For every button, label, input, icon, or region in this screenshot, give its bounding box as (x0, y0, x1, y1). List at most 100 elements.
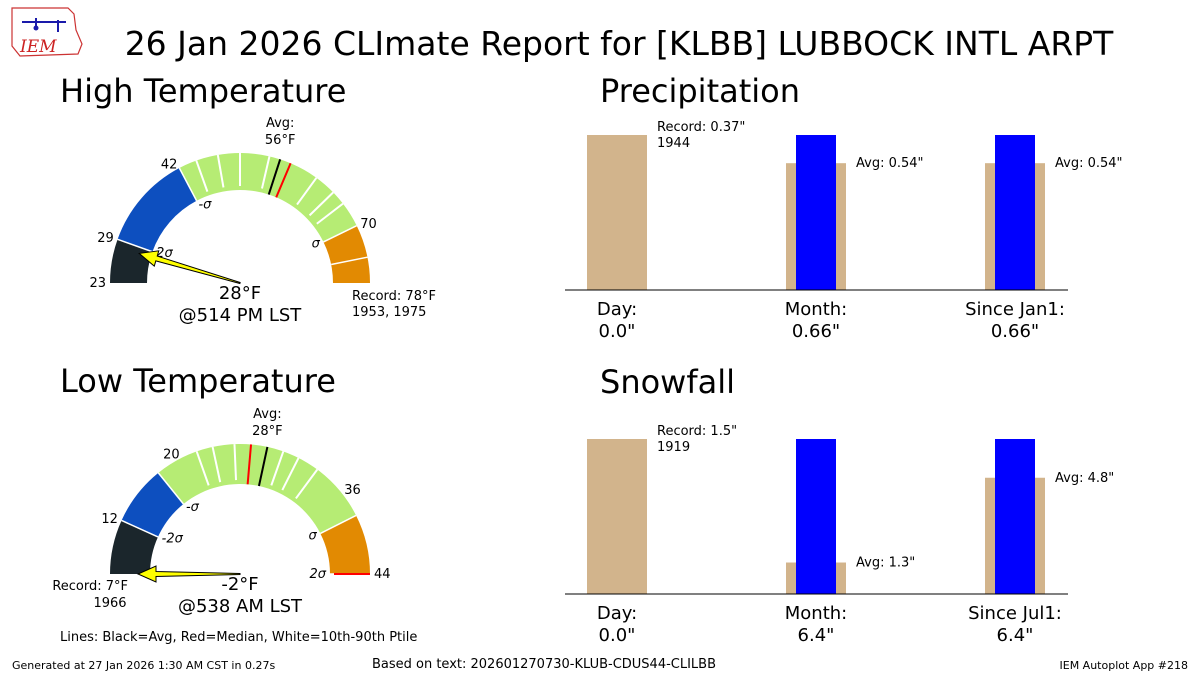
percentile-line (308, 191, 334, 217)
percentile-line (216, 154, 225, 188)
record-bar-year: 1944 (657, 136, 690, 151)
bar-value-label: 0.0" (599, 321, 636, 342)
sigma-boundary-line (330, 256, 368, 266)
sigma-label: -2σ (162, 532, 184, 547)
low-temp-gauge: 12 20 36 44 -2σ -σ σ 2σ Avg: 28°F -2°F@538 AM LST R… (52, 407, 390, 617)
bar-value-label: 6.4" (798, 625, 835, 646)
observed-bar (995, 135, 1035, 290)
iem-logo: IEM (11, 7, 83, 57)
below-sigma-band (117, 168, 197, 252)
observation-time: @514 PM LST (179, 305, 303, 326)
bar-category-label: Since Jan1: (965, 299, 1065, 320)
sigma-label: -σ (186, 500, 200, 515)
median-line (275, 162, 292, 198)
gauge-tick-label: 42 (161, 157, 178, 172)
percentile-line (316, 202, 344, 225)
high-temp-title: High Temperature (60, 72, 346, 110)
low-temp-title: Low Temperature (60, 362, 336, 400)
gauge-tick-label: 23 (89, 276, 106, 291)
below-2sigma-band (110, 520, 158, 574)
percentile-line (281, 457, 300, 491)
bar-value-label: 0.0" (599, 625, 636, 646)
percentile-line (195, 451, 210, 486)
bar-category-label: Month: (785, 603, 847, 624)
observed-value: -2°F (221, 574, 258, 595)
gauge-tick-label: 44 (374, 567, 391, 582)
app-footer: IEM Autoplot App #218 (1060, 659, 1189, 672)
percentile-line (296, 177, 318, 206)
above-sigma-band (320, 515, 370, 574)
logo-text: IEM (19, 37, 57, 57)
record-years: 1953, 1975 (352, 305, 426, 320)
record-label: Record: 7°F (52, 579, 128, 594)
observed-bar (796, 135, 836, 290)
snowfall-title: Snowfall (600, 363, 735, 401)
bar-value-label: 0.66" (792, 321, 840, 342)
average-bar-label: Avg: 0.54" (1055, 156, 1123, 171)
avg-value-label: 56°F (265, 133, 296, 148)
average-bar-label: Avg: 0.54" (856, 156, 924, 171)
based-on-footer: Based on text: 202601270730-KLUB-CDUS44-… (372, 657, 716, 672)
observed-pointer (136, 565, 241, 583)
percentile-line (260, 156, 271, 189)
above-sigma-band (323, 225, 370, 283)
avg-caption: Avg: (266, 116, 294, 131)
precip-bar-chart: Record: 0.37"1944 Day:0.0" Avg: 0.54" Month… (565, 120, 1123, 342)
bar-category-label: Since Jul1: (968, 603, 1062, 624)
gauge-tick-label: 70 (360, 217, 377, 232)
observed-bar (995, 439, 1035, 594)
avg-line (267, 159, 282, 195)
percentile-line (211, 446, 222, 483)
sigma-boundary-line (323, 224, 357, 243)
record-bar-year: 1919 (657, 440, 690, 455)
percentile-line (295, 468, 319, 500)
snowfall-bar-chart: Record: 1.5"1919 Day:0.0" Avg: 1.3" Month:6… (565, 424, 1114, 646)
observed-pointer (138, 250, 241, 285)
gauge-tick-label: 20 (163, 447, 180, 462)
average-bar-label: Avg: 4.8" (1055, 471, 1114, 486)
sigma-label: 2σ (309, 567, 326, 582)
gauge-tick-label: 36 (344, 483, 361, 498)
below-2sigma-band (110, 239, 153, 283)
record-bar (587, 135, 647, 290)
record-years: 1966 (93, 596, 126, 611)
sigma-boundary-line (117, 238, 153, 253)
record-bar (587, 439, 647, 594)
normal-band (179, 152, 357, 242)
precip-title: Precipitation (600, 72, 800, 110)
observation-time: @538 AM LST (178, 596, 303, 617)
avg-line (257, 446, 269, 487)
generated-footer: Generated at 27 Jan 2026 1:30 AM CST in … (12, 659, 275, 672)
bar-value-label: 0.66" (991, 321, 1039, 342)
sigma-label: σ (312, 237, 321, 252)
avg-value-label: 28°F (252, 424, 283, 439)
sigma-boundary-line (157, 472, 185, 505)
avg-caption: Avg: (253, 407, 281, 422)
observed-bar (796, 439, 836, 594)
sigma-boundary-line (121, 519, 159, 538)
sigma-label: -σ (198, 197, 212, 212)
gauge-tick-label: 29 (97, 231, 114, 246)
median-line (246, 444, 253, 485)
normal-band (158, 444, 357, 534)
percentile-line (270, 451, 285, 486)
percentile-line (195, 160, 209, 192)
sigma-boundary-line (178, 167, 198, 202)
record-bar-label: Record: 1.5" (657, 424, 737, 439)
percentile-line (233, 444, 238, 481)
record-label: Record: 78°F (352, 289, 436, 304)
sigma-label: σ (309, 528, 318, 543)
below-sigma-band (121, 472, 184, 537)
gauge-tick-label: 12 (101, 512, 118, 527)
figure-title: 26 Jan 2026 CLImate Report for [KLBB] LU… (125, 24, 1114, 63)
average-bar-label: Avg: 1.3" (856, 556, 915, 571)
bar-category-label: Month: (785, 299, 847, 320)
observed-value: 28°F (219, 283, 261, 304)
bar-category-label: Day: (597, 603, 637, 624)
record-bar-label: Record: 0.37" (657, 120, 745, 135)
sigma-boundary-line (320, 514, 357, 535)
bar-category-label: Day: (597, 299, 637, 320)
lines-legend-note: Lines: Black=Avg, Red=Median, White=10th… (60, 630, 417, 645)
